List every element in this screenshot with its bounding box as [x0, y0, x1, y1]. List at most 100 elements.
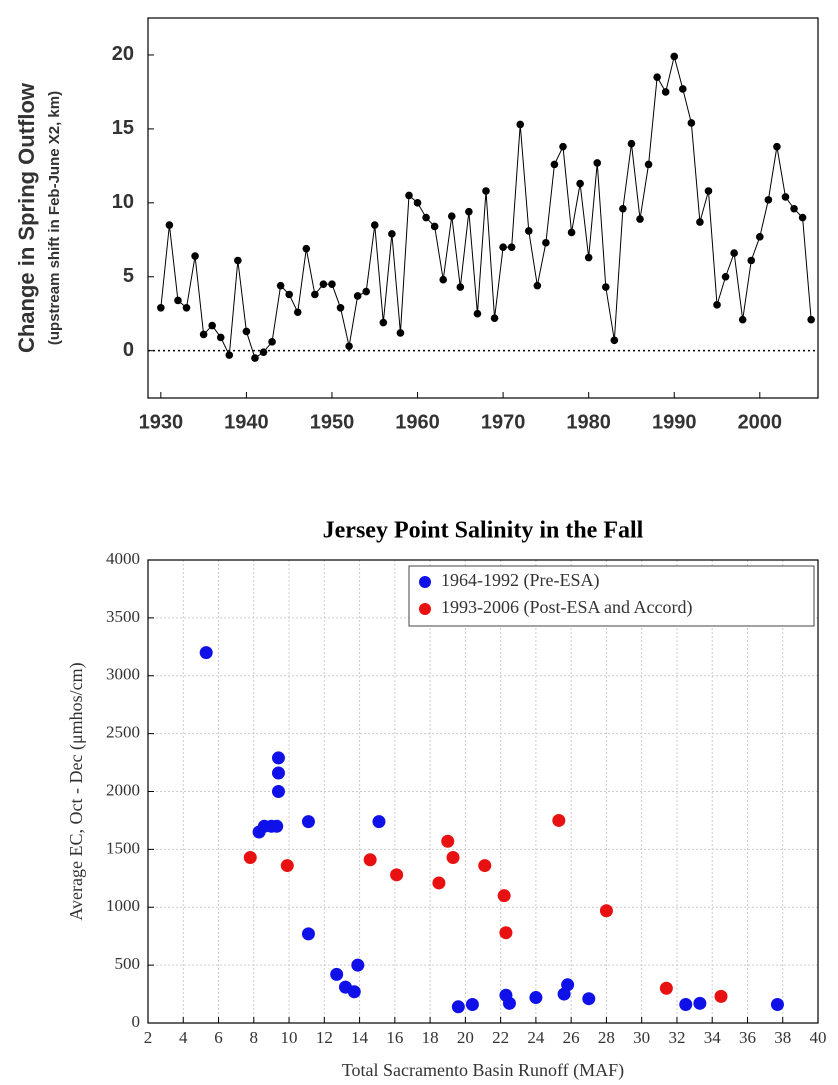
data-point: [465, 997, 479, 1011]
data-point: [293, 308, 302, 317]
x-axis-label: Total Sacramento Basin Runoff (MAF): [342, 1060, 624, 1081]
y-tick-label: 2500: [106, 723, 140, 742]
x-tick-label: 12: [316, 1028, 333, 1047]
data-point: [497, 889, 511, 903]
data-point: [276, 281, 285, 290]
y-tick-label: 2000: [106, 780, 140, 799]
x-tick-label: 36: [739, 1028, 756, 1047]
x-tick-label: 8: [250, 1028, 259, 1047]
data-point: [542, 238, 550, 247]
data-point: [330, 967, 344, 981]
data-point: [370, 221, 379, 229]
data-point: [456, 283, 465, 291]
x-tick-label: 1940: [224, 411, 269, 433]
legend-label: 1964-1992 (Pre-ESA): [441, 570, 599, 591]
data-point: [182, 304, 191, 312]
y-tick-label: 4000: [106, 549, 140, 568]
data-point: [807, 315, 815, 324]
data-point: [714, 989, 728, 1003]
x-tick-label: 20: [457, 1028, 474, 1047]
x-tick-label: 16: [386, 1028, 403, 1047]
y-tick-label: 500: [115, 954, 141, 973]
data-point: [165, 221, 174, 229]
legend-label: 1993-2006 (Post-ESA and Accord): [441, 597, 692, 618]
data-point: [644, 160, 653, 169]
data-point: [584, 253, 593, 262]
data-point: [396, 329, 405, 337]
data-point: [713, 301, 721, 309]
data-point: [661, 88, 670, 96]
data-point: [687, 119, 696, 127]
x-tick-label: 32: [668, 1028, 685, 1047]
data-point: [271, 766, 285, 780]
data-point: [199, 330, 208, 339]
data-point: [636, 215, 644, 223]
y-tick-label: 3000: [106, 665, 140, 684]
data-point: [756, 233, 764, 241]
data-point: [301, 927, 315, 941]
data-point: [502, 996, 516, 1010]
data-point: [280, 859, 294, 873]
x-tick-label: 18: [422, 1028, 439, 1047]
data-point: [439, 275, 448, 284]
data-point: [529, 991, 543, 1005]
data-point: [473, 309, 482, 318]
x-tick-label: 1930: [139, 411, 184, 433]
x-tick-label: 14: [351, 1028, 369, 1047]
legend-marker: [419, 603, 431, 615]
data-point: [516, 120, 525, 129]
x-tick-label: 2000: [738, 411, 783, 433]
data-point: [199, 646, 213, 660]
data-point: [696, 218, 704, 226]
data-point: [362, 287, 370, 296]
data-point: [499, 926, 513, 940]
data-point: [550, 160, 559, 169]
data-point: [388, 230, 396, 238]
data-point: [413, 199, 422, 207]
x-tick-label: 40: [810, 1028, 827, 1047]
data-point: [225, 351, 234, 359]
data-point: [319, 280, 328, 288]
y-axis-sublabel: (upstream shift in Feb-June X2, km): [46, 91, 63, 345]
data-point: [627, 139, 636, 148]
data-point: [533, 281, 542, 290]
data-point: [447, 212, 456, 220]
data-point: [268, 338, 276, 346]
x-tick-label: 1970: [481, 411, 526, 433]
data-point: [353, 292, 362, 300]
x-tick-label: 10: [281, 1028, 298, 1047]
data-point: [251, 354, 259, 362]
data-point: [798, 213, 807, 222]
data-point: [561, 978, 575, 992]
data-point: [507, 243, 516, 251]
data-point: [422, 213, 430, 222]
x-tick-label: 1950: [310, 411, 355, 433]
data-point: [208, 321, 216, 330]
data-point: [372, 815, 386, 829]
data-point: [601, 283, 610, 291]
data-point: [446, 850, 460, 864]
data-point: [243, 850, 257, 864]
data-point: [730, 249, 738, 257]
data-point: [524, 227, 533, 235]
x-tick-label: 4: [179, 1028, 188, 1047]
data-point: [764, 196, 773, 204]
x-tick-label: 2: [144, 1028, 153, 1047]
data-point: [610, 336, 619, 345]
data-point: [216, 333, 225, 342]
data-point: [379, 318, 388, 327]
data-point: [347, 985, 361, 999]
data-point: [653, 73, 661, 81]
x-tick-label: 1980: [566, 411, 611, 433]
data-point: [781, 193, 790, 201]
x-tick-label: 34: [704, 1028, 722, 1047]
data-point: [432, 876, 446, 890]
x-tick-label: 6: [214, 1028, 223, 1047]
data-point: [770, 997, 784, 1011]
data-point: [679, 997, 693, 1011]
data-point: [552, 813, 566, 827]
data-point: [465, 207, 473, 216]
data-point: [659, 981, 673, 995]
data-point: [482, 187, 490, 195]
y-tick-label: 0: [132, 1012, 141, 1031]
